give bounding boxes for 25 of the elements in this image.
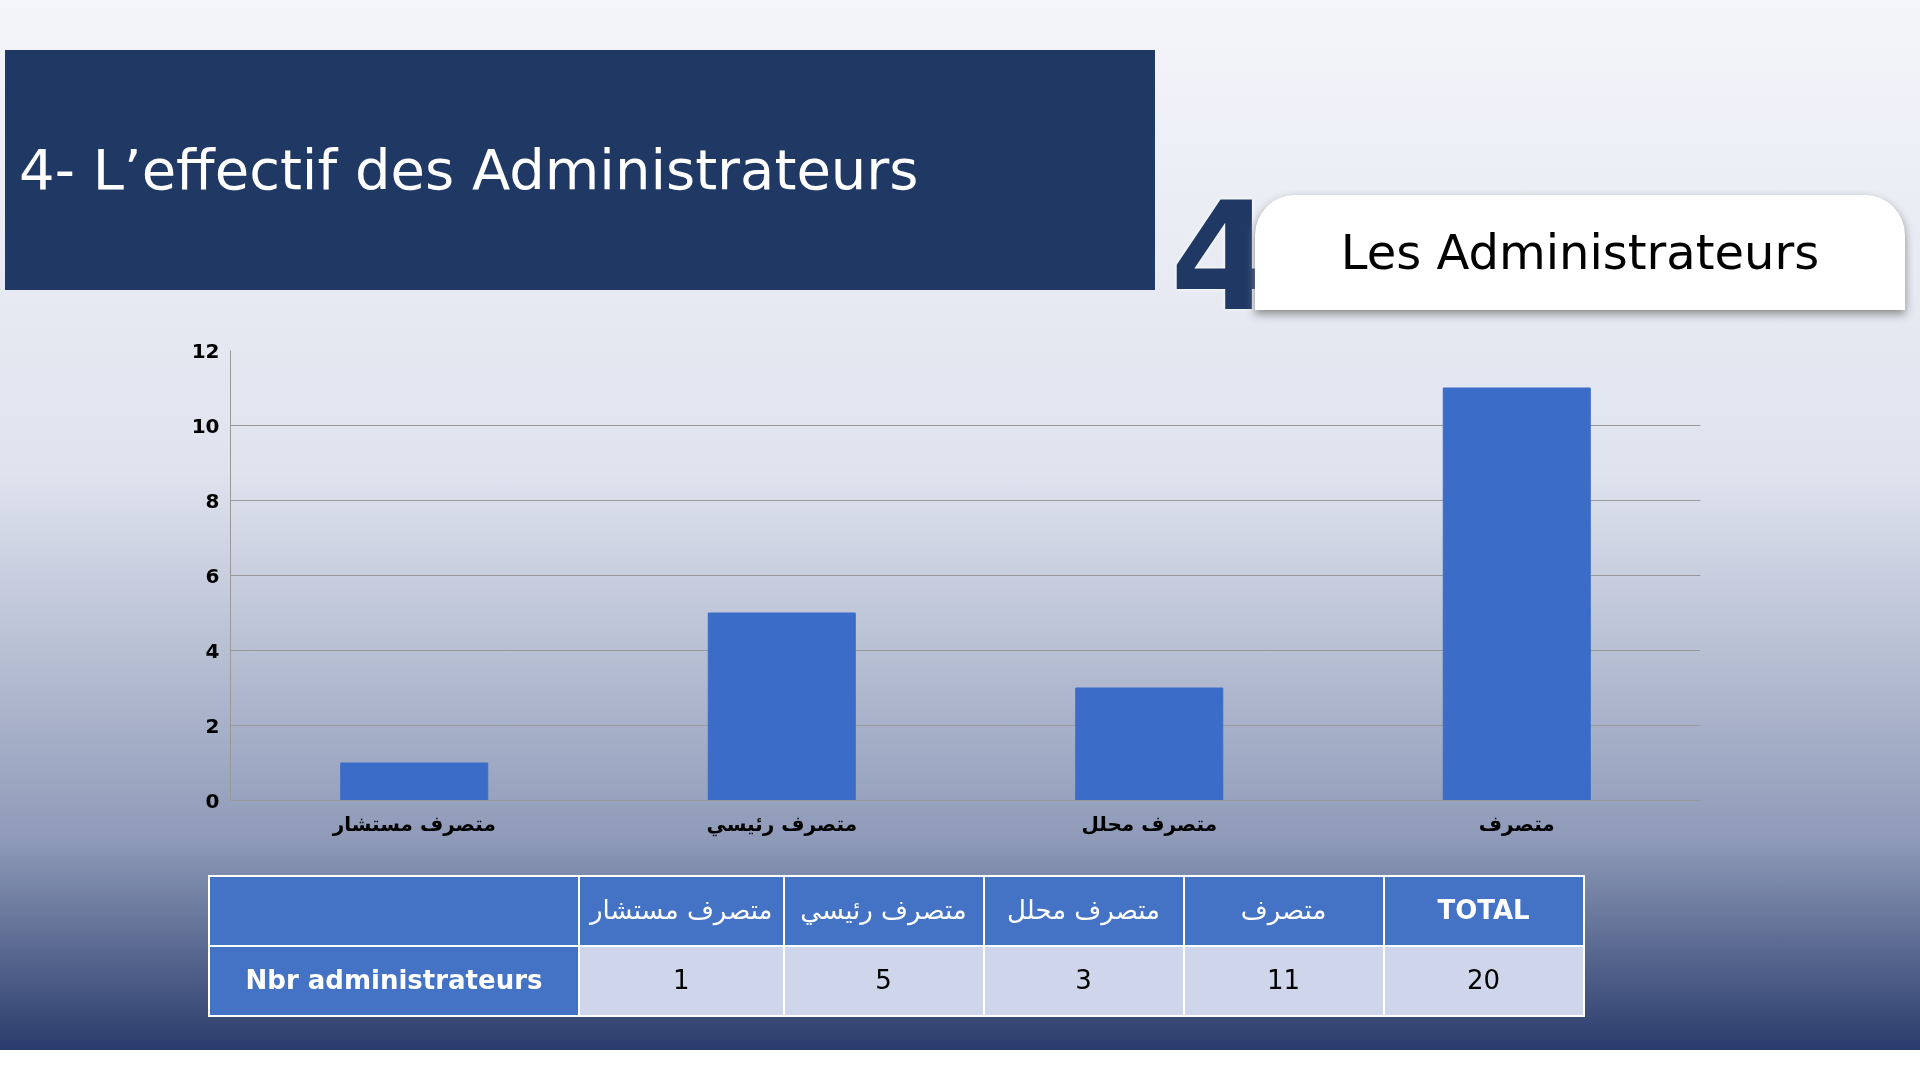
text: TOTAL xyxy=(1383,876,1584,946)
category-label: متصرف محلل xyxy=(1007,895,1160,926)
y-tick-label: 0 xyxy=(205,788,220,813)
text: 1 xyxy=(579,946,784,1016)
category-label: متصرف رئيسي xyxy=(800,895,967,926)
text: 3 xyxy=(983,946,1184,1016)
category-label: متصرف xyxy=(1240,895,1327,926)
text: 20 xyxy=(1383,946,1584,1016)
text: 5 xyxy=(783,946,984,1016)
y-tick-label: 12 xyxy=(191,338,220,363)
x-tick-label: متصرف محلل xyxy=(1081,811,1218,836)
y-tick-label: 8 xyxy=(205,488,220,513)
x-tick-label: متصرف مستشار xyxy=(331,811,496,836)
y-tick-label: 10 xyxy=(191,413,220,438)
y-tick-label: 4 xyxy=(205,638,220,663)
y-tick-label: 6 xyxy=(205,563,220,588)
text: 11 xyxy=(1183,946,1384,1016)
chart-subtitle: Les Administrateurs xyxy=(1340,224,1820,280)
x-tick-label: متصرف xyxy=(1478,811,1555,836)
x-tick-label: متصرف رئيسي xyxy=(706,811,858,837)
category-label: متصرف مستشار xyxy=(590,895,773,926)
text: Nbr administrateurs xyxy=(209,946,579,1016)
text: 4 xyxy=(1170,169,1275,346)
y-tick-label: 2 xyxy=(205,713,220,738)
chart-title: 4- L’effectif des Administrateurs xyxy=(5,50,1155,290)
